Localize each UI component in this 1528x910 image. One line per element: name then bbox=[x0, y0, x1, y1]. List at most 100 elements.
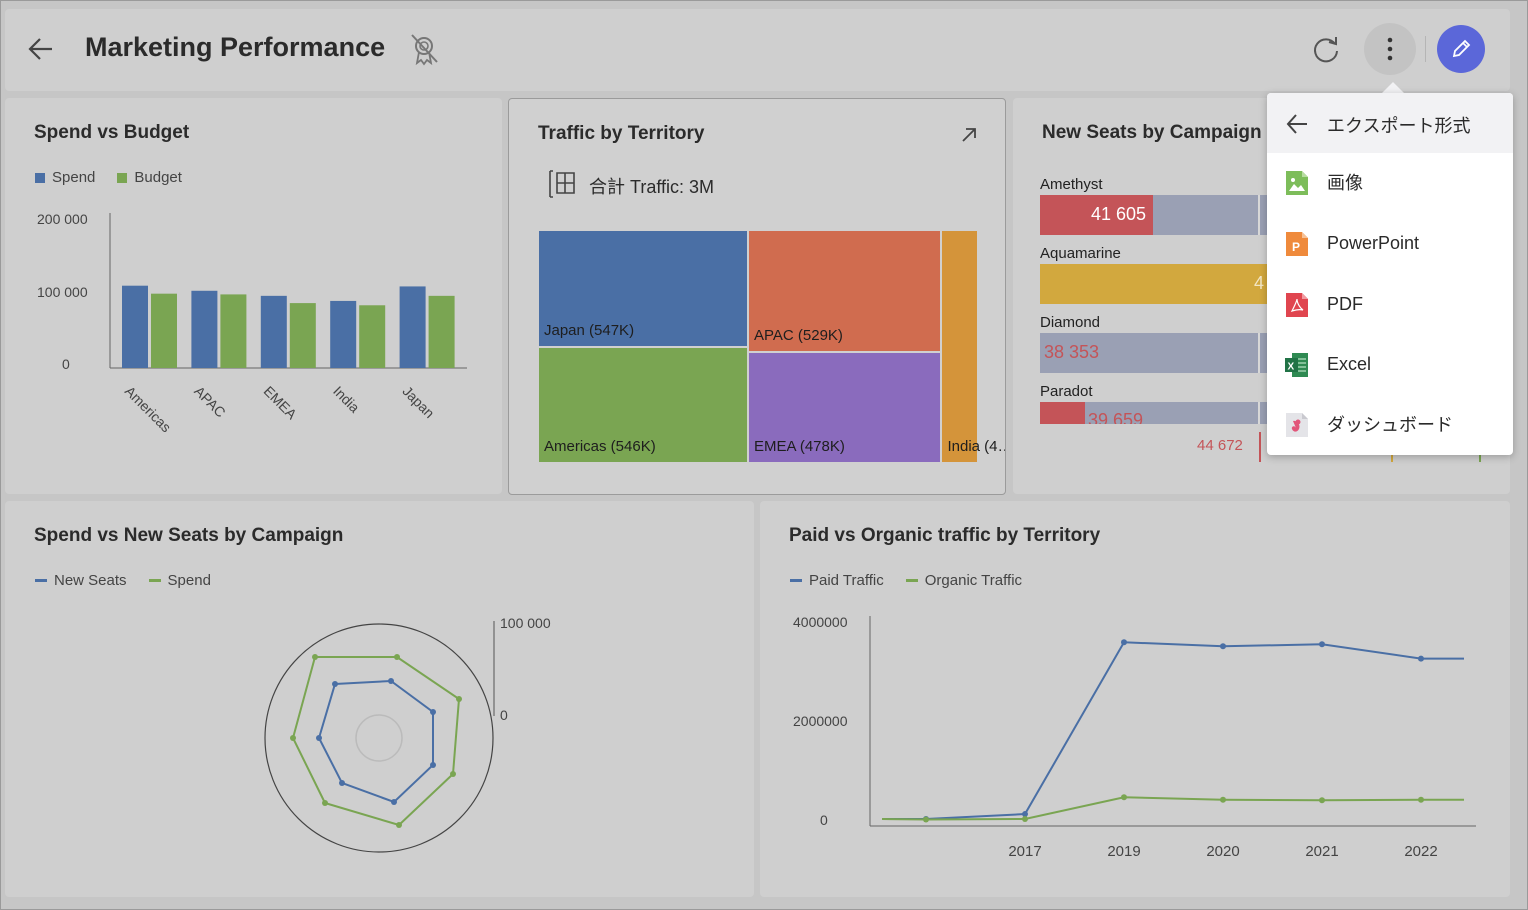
export-image-item[interactable]: 画像 bbox=[1267, 153, 1513, 211]
grid-line bbox=[1258, 333, 1260, 373]
image-file-icon bbox=[1286, 171, 1308, 195]
powerpoint-file-icon: P bbox=[1286, 232, 1308, 256]
x-tick-label: 2020 bbox=[1206, 843, 1239, 860]
new-seats-series-line bbox=[317, 679, 434, 804]
grid-line bbox=[1258, 402, 1260, 424]
export-menu: エクスポート形式 画像 P PowerPoint PDF X Excel bbox=[1267, 93, 1513, 455]
paid-traffic-point[interactable] bbox=[1220, 643, 1226, 650]
legend-item-new-seats[interactable]: New Seats bbox=[35, 572, 127, 589]
export-menu-header[interactable]: エクスポート形式 bbox=[1267, 93, 1513, 153]
tile-title: Spend vs Budget bbox=[34, 122, 190, 143]
back-button[interactable] bbox=[24, 33, 56, 65]
traffic-total: 合計 Traffic: 3M bbox=[589, 177, 715, 197]
treemap-cell-emea[interactable]: EMEA (478K) bbox=[748, 352, 942, 463]
expand-tile-button[interactable] bbox=[957, 123, 981, 147]
organic-traffic-point[interactable] bbox=[1022, 816, 1028, 823]
marker-line bbox=[1259, 432, 1261, 462]
radial-tick-label: 0 bbox=[500, 707, 508, 723]
organic-traffic-point[interactable] bbox=[1418, 796, 1424, 803]
spend-vs-new-seats-tile[interactable]: Spend vs New Seats by Campaign New Seats… bbox=[5, 501, 754, 897]
legend-item-paid[interactable]: Paid Traffic bbox=[790, 572, 884, 589]
value-amethyst: 41 605 bbox=[1091, 204, 1147, 224]
export-powerpoint-item[interactable]: P PowerPoint bbox=[1267, 214, 1513, 272]
paid-traffic-point[interactable] bbox=[1121, 639, 1127, 646]
organic-traffic-line[interactable] bbox=[881, 796, 1464, 821]
pencil-icon bbox=[1452, 39, 1471, 58]
bar-spend-india[interactable] bbox=[330, 300, 357, 368]
menu-item-label: Excel bbox=[1327, 353, 1372, 374]
treemap-cell-japan[interactable]: Japan (547K) bbox=[538, 230, 748, 347]
x-tick-label: 2021 bbox=[1305, 843, 1338, 860]
x-tick-label: 2019 bbox=[1107, 843, 1140, 860]
bar-budget-emea[interactable] bbox=[289, 303, 316, 368]
x-tick-label: India bbox=[330, 383, 363, 416]
export-excel-item[interactable]: X Excel bbox=[1267, 335, 1513, 393]
treemap-cell-india[interactable]: India (4… bbox=[941, 230, 1005, 463]
organic-traffic-point[interactable] bbox=[1319, 797, 1325, 804]
bar-spend-japan[interactable] bbox=[399, 286, 426, 368]
bar-budget-americas[interactable] bbox=[151, 293, 177, 368]
bar-budget-japan[interactable] bbox=[428, 295, 455, 368]
treemap-cell-label: Americas (546K) bbox=[544, 437, 656, 455]
legend-item-organic[interactable]: Organic Traffic bbox=[905, 572, 1022, 589]
bar-budget-india[interactable] bbox=[359, 305, 386, 368]
x-tick-label: EMEA bbox=[261, 383, 301, 423]
treemap-cell-label: EMEA (478K) bbox=[754, 437, 845, 455]
row-label-aquamarine: Aquamarine bbox=[1040, 245, 1121, 262]
spend-series-line bbox=[291, 656, 461, 827]
x-tick-label: 2017 bbox=[1008, 843, 1041, 860]
menu-item-label: PDF bbox=[1327, 293, 1363, 314]
y-tick-label: 0 bbox=[62, 356, 70, 372]
legend-item-budget[interactable]: Budget bbox=[117, 169, 182, 186]
export-pdf-item[interactable]: PDF bbox=[1267, 275, 1513, 333]
y-tick-label: 2000000 bbox=[793, 713, 848, 729]
y-tick-label: 100 000 bbox=[37, 284, 88, 300]
edit-button[interactable] bbox=[1437, 25, 1485, 73]
grid-line bbox=[1258, 195, 1260, 235]
paid-traffic-point[interactable] bbox=[1418, 655, 1424, 662]
organic-traffic-point[interactable] bbox=[1121, 794, 1127, 801]
y-tick-label: 4000000 bbox=[793, 614, 848, 630]
spend-vs-budget-tile[interactable]: Spend vs Budget Spend Budget 200 000 100… bbox=[5, 98, 502, 494]
header-divider bbox=[1425, 36, 1426, 62]
page-title: Marketing Performance bbox=[85, 32, 386, 62]
row-label-paradot: Paradot bbox=[1040, 383, 1093, 400]
y-tick-label: 0 bbox=[820, 812, 828, 828]
certification-badge[interactable] bbox=[406, 31, 442, 67]
spend-vs-budget-chart[interactable]: Americas APAC EMEA India Japan bbox=[5, 98, 502, 494]
paid-traffic-point[interactable] bbox=[1022, 811, 1028, 818]
paid-vs-organic-tile[interactable]: Paid vs Organic traffic by Territory Pai… bbox=[760, 501, 1510, 897]
bar-amethyst[interactable] bbox=[1040, 195, 1153, 235]
expand-arrow-icon bbox=[962, 128, 976, 142]
export-menu-title: エクスポート形式 bbox=[1327, 116, 1471, 136]
legend-item-spend[interactable]: Spend bbox=[35, 169, 95, 186]
organic-traffic-point[interactable] bbox=[923, 816, 929, 823]
x-tick-label: Americas bbox=[122, 383, 175, 436]
traffic-by-territory-tile[interactable]: Traffic by Territory 合計 Traffic: 3M Japa… bbox=[508, 98, 1006, 495]
paid-traffic-point[interactable] bbox=[1319, 641, 1325, 648]
treemap-cell-apac[interactable]: APAC (529K) bbox=[748, 230, 942, 353]
bar-spend-emea[interactable] bbox=[260, 295, 287, 368]
chart-legend: Paid Traffic Organic Traffic bbox=[790, 572, 1022, 589]
row-label-diamond: Diamond bbox=[1040, 314, 1101, 331]
footer-value: 44 672 bbox=[1197, 437, 1243, 454]
bar-spend-americas[interactable] bbox=[122, 285, 148, 368]
paid-traffic-line[interactable] bbox=[882, 641, 1464, 821]
refresh-button[interactable] bbox=[1308, 31, 1344, 67]
legend-item-spend[interactable]: Spend bbox=[148, 572, 211, 589]
menu-caret bbox=[1381, 82, 1405, 94]
treemap-cell-americas[interactable]: Americas (546K) bbox=[538, 346, 748, 463]
value-aquamarine: 4 bbox=[1254, 273, 1265, 293]
radar-chart[interactable] bbox=[5, 501, 754, 897]
export-dashboard-item[interactable]: ダッシュボード bbox=[1267, 395, 1513, 453]
bar-budget-apac[interactable] bbox=[220, 294, 247, 368]
radar-inner-ring bbox=[355, 714, 403, 762]
organic-traffic-point[interactable] bbox=[1220, 796, 1226, 803]
treemap-cell-label: APAC (529K) bbox=[754, 327, 843, 345]
treemap-icon bbox=[549, 170, 575, 198]
svg-text:P: P bbox=[1292, 240, 1300, 254]
excel-file-icon: X bbox=[1285, 353, 1308, 377]
paid-vs-organic-chart[interactable]: 2017 2019 2020 2021 2022 bbox=[760, 501, 1510, 897]
arrow-left-icon bbox=[1286, 114, 1307, 134]
bar-spend-apac[interactable] bbox=[191, 290, 218, 368]
